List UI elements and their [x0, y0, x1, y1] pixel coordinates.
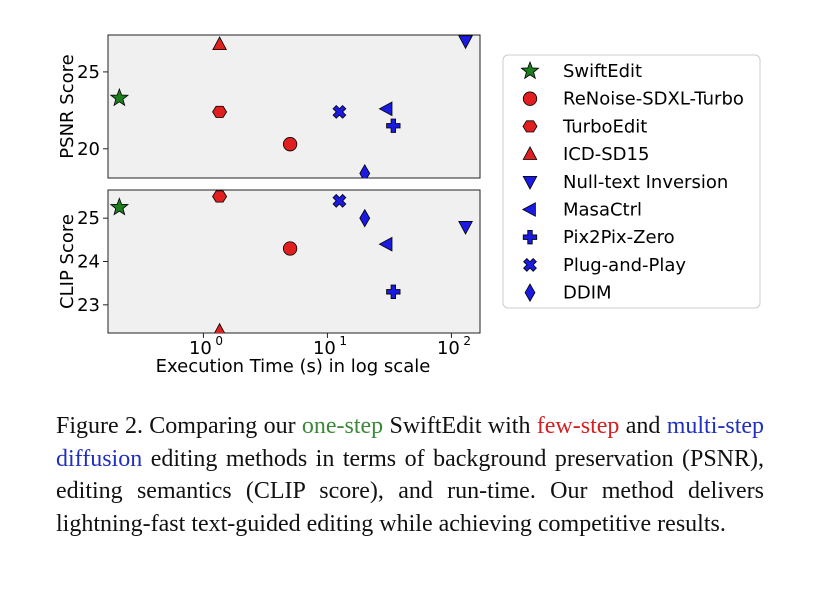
clip-y-tick-label: 25	[77, 208, 100, 229]
x-tick-label: 10	[437, 338, 460, 359]
psnr-point-swiftedit	[109, 87, 130, 107]
clip-point-ddim	[359, 208, 371, 228]
x-tick-label: 10	[313, 338, 336, 359]
legend-marker-renoise-sdxl-turbo	[522, 91, 538, 106]
psnr-y-axis-label: PSNR Score	[57, 54, 78, 158]
legend-label-pix2pix-zero: Pix2Pix-Zero	[563, 227, 675, 248]
legend-marker-swiftedit	[520, 60, 540, 80]
psnr-point-turboedit	[212, 105, 228, 118]
legend-marker-pix2pix-zero	[522, 230, 538, 245]
x-tick-exponent: 1	[339, 334, 347, 348]
legend-box	[502, 54, 761, 309]
legend-label-masactrl: MasaCtrl	[563, 200, 642, 221]
clip-point-pix2pix-zero	[386, 284, 401, 299]
legend-marker-ddim	[524, 283, 536, 302]
x-tick-exponent: 2	[463, 334, 471, 348]
legend-label-turboedit: TurboEdit	[562, 116, 647, 137]
x-tick-exponent: 0	[215, 334, 223, 348]
caption-few-step: few-step	[536, 413, 620, 439]
clip-point-renoise-sdxl-turbo	[282, 241, 298, 256]
psnr-point-null-text-inversion	[458, 35, 473, 50]
caption-one-step: one-step	[301, 413, 384, 439]
caption-text-1: Figure 2. Comparing our	[56, 413, 302, 439]
psnr-y-tick-label: 20	[77, 139, 100, 160]
psnr-point-pix2pix-zero	[386, 118, 401, 133]
legend-label-swiftedit: SwiftEdit	[563, 61, 642, 82]
legend-label-null-text-inversion: Null-text Inversion	[563, 172, 728, 193]
x-tick-label: 10	[189, 338, 212, 359]
x-axis-label: Execution Time (s) in log scale	[156, 356, 431, 377]
psnr-point-ddim	[359, 164, 371, 178]
caption-multi-step: multi-step diffusion	[56, 413, 765, 472]
legend-marker-turboedit	[522, 120, 538, 133]
clip-y-axis-label: CLIP Score	[57, 214, 78, 309]
psnr-point-icd-sd15	[212, 36, 228, 51]
psnr-y-tick-label: 25	[77, 62, 100, 83]
psnr-point-plug-and-play	[332, 104, 347, 119]
clip-point-plug-and-play	[332, 193, 347, 208]
legend-label-ddim: DDIM	[563, 283, 612, 304]
legend-marker-null-text-inversion	[522, 175, 538, 190]
figure-caption: Figure 2. Comparing our one-step SwiftEd…	[56, 410, 764, 540]
psnr-point-masactrl	[378, 101, 393, 117]
legend-label-icd-sd15: ICD-SD15	[563, 144, 649, 165]
clip-point-turboedit	[212, 190, 228, 203]
psnr-point-renoise-sdxl-turbo	[282, 137, 298, 152]
clip-point-swiftedit	[109, 197, 130, 216]
legend-marker-masactrl	[521, 202, 536, 217]
legend-marker-plug-and-play	[523, 257, 537, 272]
clip-point-icd-sd15	[214, 322, 226, 333]
legend-label-plug-and-play: Plug-and-Play	[563, 255, 686, 276]
caption-text-3: and	[619, 413, 667, 439]
psnr-plot-area	[107, 34, 481, 179]
clip-plot-area	[107, 189, 481, 334]
legend-marker-icd-sd15	[522, 146, 538, 160]
clip-point-null-text-inversion	[458, 221, 473, 235]
clip-y-tick-label: 23	[77, 295, 100, 316]
clip-y-tick-label: 24	[77, 252, 100, 273]
caption-text-4: editing methods in terms of background p…	[56, 445, 764, 537]
legend: SwiftEdit ReNoise-SDXL-Turbo TurboEdit ICD-…	[502, 54, 761, 309]
caption-text-2: SwiftEdit with	[383, 413, 537, 439]
clip-point-masactrl	[378, 236, 393, 252]
legend-label-renoise-sdxl-turbo: ReNoise-SDXL-Turbo	[563, 89, 744, 110]
